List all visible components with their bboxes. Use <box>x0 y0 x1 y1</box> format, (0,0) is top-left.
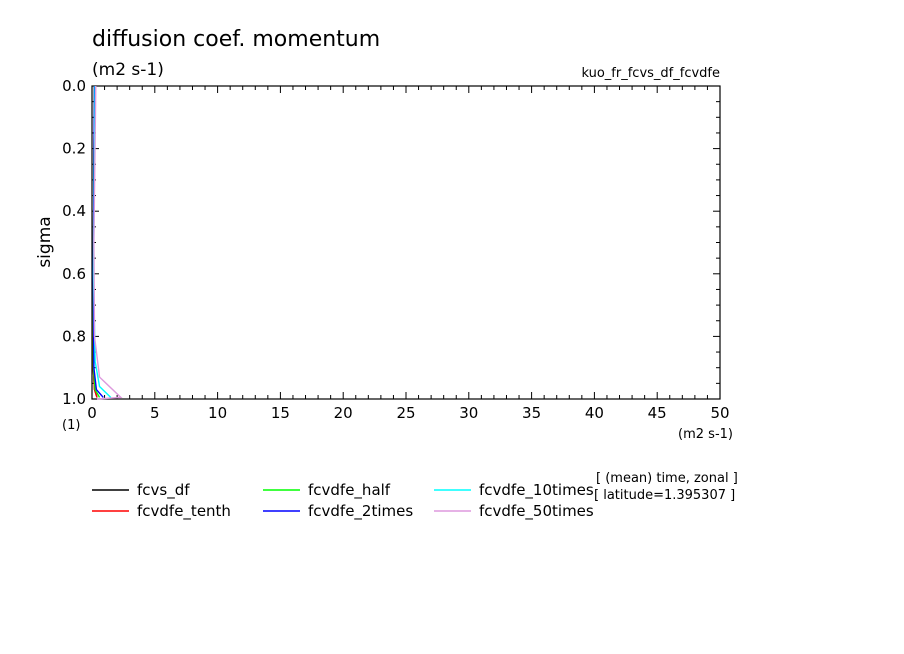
y-tick-label: 0.6 <box>62 265 86 283</box>
experiment-label: kuo_fr_fcvs_df_fcvdfe <box>581 66 720 81</box>
legend-label-fcvdfe_tenth: fcvdfe_tenth <box>137 502 231 521</box>
x-tick-label: 35 <box>522 404 541 422</box>
x-tick-label: 10 <box>208 404 227 422</box>
plot-frame <box>91 85 721 400</box>
y-axis-label: sigma <box>35 216 55 267</box>
y-tick-label: 0.8 <box>62 327 86 345</box>
x-tick-label: 25 <box>396 404 415 422</box>
y-tick-label: 1.0 <box>62 390 86 408</box>
x-axis: 0 5 10 15 20 25 30 35 40 45 50 <box>87 86 730 422</box>
y-axis-units: (1) <box>62 418 80 433</box>
x-tick-label: 0 <box>87 404 97 422</box>
x-tick-label: 40 <box>585 404 604 422</box>
annotation-line-1: [ (mean) time, zonal ] <box>596 471 738 486</box>
annotation-line-2: [ latitude=1.395307 ] <box>594 488 735 503</box>
y-tick-label: 0.0 <box>62 77 86 95</box>
x-tick-label: 15 <box>271 404 290 422</box>
x-tick-label: 50 <box>710 404 729 422</box>
legend-label-fcvdfe_50times: fcvdfe_50times <box>479 502 594 521</box>
x-tick-label: 5 <box>150 404 160 422</box>
series-layer <box>92 85 123 400</box>
series-line-fcvdfe_50times <box>93 85 123 400</box>
x-axis-units: (m2 s-1) <box>678 427 733 442</box>
legend-label-fcvdfe_half: fcvdfe_half <box>308 481 391 500</box>
y-tick-label: 0.4 <box>62 202 86 220</box>
legend-label-fcvs_df: fcvs_df <box>137 481 190 500</box>
y-axis: 0.0 0.2 0.4 0.6 0.8 1.0 <box>62 77 720 408</box>
legend-label-fcvdfe_2times: fcvdfe_2times <box>308 502 413 521</box>
x-tick-label: 30 <box>459 404 478 422</box>
x-tick-label: 20 <box>334 404 353 422</box>
legend: fcvs_df fcvdfe_tenth fcvdfe_half fcvdfe_2ti… <box>92 481 594 521</box>
chart-subtitle: (m2 s-1) <box>92 60 164 80</box>
legend-label-fcvdfe_10times: fcvdfe_10times <box>479 481 594 500</box>
chart-title: diffusion coef. momentum <box>92 27 380 52</box>
y-tick-label: 0.2 <box>62 140 86 158</box>
x-tick-label: 45 <box>648 404 667 422</box>
